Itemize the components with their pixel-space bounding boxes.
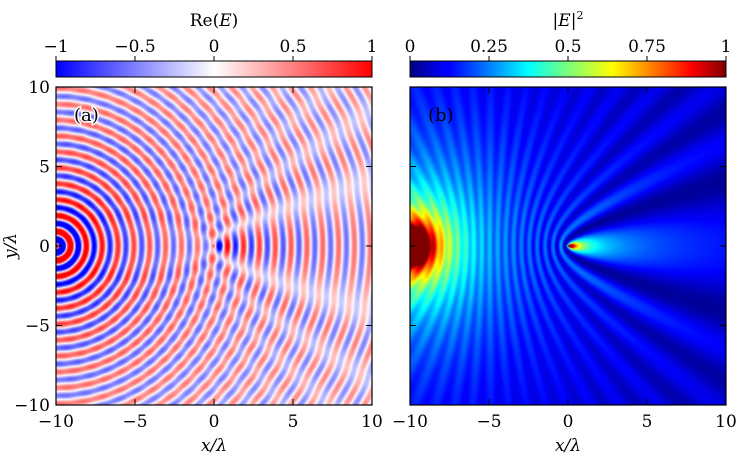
x-tick-label: −5 bbox=[476, 412, 501, 432]
colorbar-tick-label: 0.25 bbox=[470, 37, 508, 57]
heatmap-re-e bbox=[56, 87, 372, 405]
axes-b: −10 −5 0 5 10 bbox=[392, 86, 737, 432]
x-tick-label: −5 bbox=[122, 412, 147, 432]
x-tick-label: 0 bbox=[563, 412, 574, 432]
colorbar-b: |E|2 0 0.25 0.5 0.75 1 bbox=[405, 9, 732, 78]
x-tick-label: 10 bbox=[715, 412, 737, 432]
colorbar-tick-label: −0.5 bbox=[114, 37, 155, 57]
panel-b: |E|2 0 0.25 0.5 0.75 1 (b) −10 −5 0 5 10 x/λ bbox=[392, 9, 737, 456]
colorbar-tick-label: 0.75 bbox=[628, 37, 666, 57]
colorbar-tick-label: −1 bbox=[43, 37, 68, 57]
y-tick-label: −5 bbox=[25, 317, 50, 337]
y-tick-label: −10 bbox=[14, 396, 50, 416]
colorbar-b-bar bbox=[409, 60, 727, 78]
x-tick-label: 0 bbox=[209, 412, 220, 432]
plot-area-a: (a) −10 −5 0 5 10 10 5 0 −5 −10 bbox=[14, 78, 383, 432]
panel-label-a: (a) bbox=[74, 105, 99, 126]
x-tick-label: 5 bbox=[288, 412, 299, 432]
axes-a: −10 −5 0 5 10 10 5 0 −5 −10 bbox=[14, 78, 383, 432]
x-tick-label: −10 bbox=[392, 412, 428, 432]
colorbar-tick-label: 0.5 bbox=[279, 37, 306, 57]
y-tick-label: 0 bbox=[39, 237, 50, 257]
x-axis-label-a: x/λ bbox=[201, 436, 227, 456]
heatmap-intensity bbox=[410, 87, 726, 405]
x-tick-label: −10 bbox=[38, 412, 74, 432]
colorbar-a-title: Re(E) bbox=[190, 11, 239, 31]
colorbar-a-ticks: −1 −0.5 0 0.5 1 bbox=[43, 37, 377, 61]
colorbar-b-title: |E|2 bbox=[553, 9, 584, 31]
colorbar-a: Re(E) −1 −0.5 0 0.5 1 bbox=[43, 11, 377, 78]
colorbar-a-bar bbox=[55, 60, 373, 78]
panel-label-b: (b) bbox=[428, 105, 454, 126]
colorbar-tick-label: 1 bbox=[721, 37, 732, 57]
x-tick-label: 5 bbox=[642, 412, 653, 432]
y-tick-label: 10 bbox=[28, 78, 50, 98]
panel-a: Re(E) −1 −0.5 0 0.5 1 (a) −10 −5 0 5 101050−5−10… bbox=[1, 11, 383, 456]
colorbar-tick-label: 0 bbox=[209, 37, 220, 57]
colorbar-b-ticks: 0 0.25 0.5 0.75 1 bbox=[405, 37, 732, 61]
plot-area-b: (b) −10 −5 0 5 10 bbox=[392, 86, 737, 432]
x-tick-label: 10 bbox=[361, 412, 383, 432]
y-axis-label-a: y/λ bbox=[1, 233, 21, 260]
x-axis-label-b: x/λ bbox=[555, 436, 581, 456]
colorbar-tick-label: 1 bbox=[367, 37, 378, 57]
colorbar-tick-label: 0.5 bbox=[554, 37, 581, 57]
y-tick-label: 5 bbox=[39, 158, 50, 178]
colorbar-tick-label: 0 bbox=[405, 37, 416, 57]
